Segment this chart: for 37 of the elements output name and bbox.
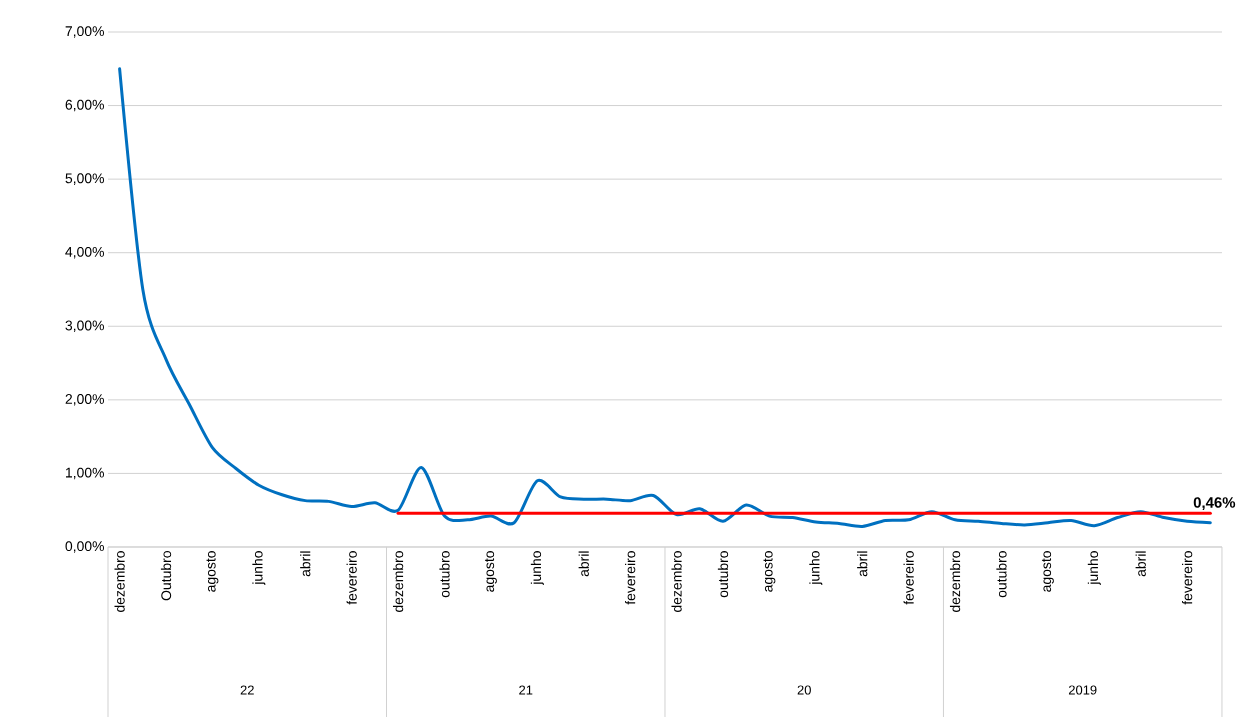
x-tick-label: outubro xyxy=(717,550,729,597)
x-tick-label: fevereiro xyxy=(1182,550,1193,605)
x-tick-label: fevereiro xyxy=(625,550,636,605)
x-tick-label: dezembro xyxy=(949,550,961,612)
x-tick-label: agosto xyxy=(763,550,776,592)
y-tick-label: 1,00% xyxy=(66,467,104,479)
x-tick-label: fevereiro xyxy=(903,550,914,605)
x-tick-label: dezembro xyxy=(114,550,125,612)
x-tick-label: abril xyxy=(300,551,311,577)
x-tick-label: outubro xyxy=(439,550,450,597)
x-tick-label: junho xyxy=(530,550,544,585)
x-tick-label: Outubro xyxy=(160,550,172,601)
y-tick-label: 4,00% xyxy=(65,246,104,259)
y-tick-label: 6,00% xyxy=(65,99,104,112)
x-tick-label: agosto xyxy=(484,550,497,592)
text: 20 xyxy=(797,685,811,695)
x-tick-label: abril xyxy=(578,551,589,577)
x-tick-label: agosto xyxy=(1041,550,1054,592)
x-tick-label: abril xyxy=(857,551,868,577)
y-tick-label: 3,00% xyxy=(65,320,104,332)
x-tick-label: junho xyxy=(809,550,823,585)
x-tick-label: agosto xyxy=(206,550,219,592)
y-tick-label: 0,00% xyxy=(65,540,104,553)
annotation: 0,46% xyxy=(1193,496,1236,510)
x-tick-label: dezembro xyxy=(392,550,404,612)
y-tick-label: 2,00% xyxy=(65,393,104,406)
x-tick-label: junho xyxy=(1087,550,1101,585)
x-tick-label: outubro xyxy=(996,550,1007,597)
x-tick-label: dezembro xyxy=(671,550,682,612)
text: 2019 xyxy=(1068,685,1097,695)
text: 22 xyxy=(240,685,254,695)
text: 21 xyxy=(519,685,533,695)
y-tick-label: 7,00% xyxy=(65,25,104,38)
y-tick-label: 5,00% xyxy=(65,173,104,185)
x-tick-label: abril xyxy=(1135,551,1146,577)
x-tick-label: junho xyxy=(252,550,266,585)
x-tick-label: fevereiro xyxy=(346,550,357,605)
